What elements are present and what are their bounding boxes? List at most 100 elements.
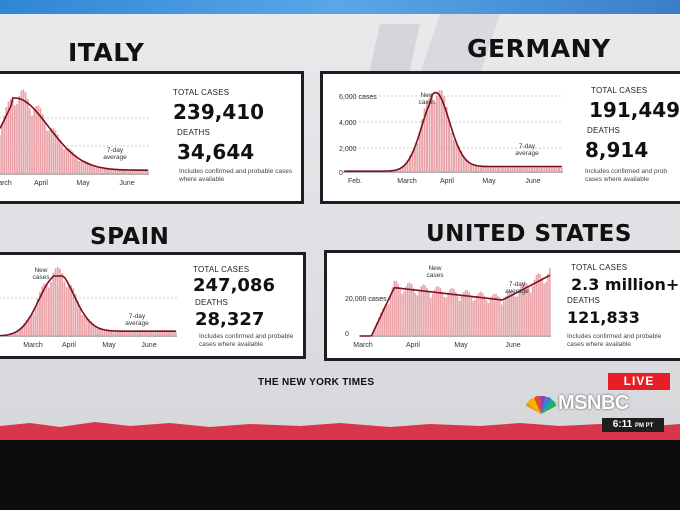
case-bar	[134, 169, 136, 174]
case-bar	[156, 330, 159, 336]
case-bar	[50, 128, 53, 174]
case-bar	[70, 285, 72, 336]
case-bar	[95, 167, 98, 174]
case-bar	[522, 282, 524, 336]
month-tick-label: April	[406, 342, 420, 349]
case-bar	[23, 322, 26, 336]
case-bar	[16, 104, 18, 174]
case-bar	[89, 163, 91, 174]
case-bar	[152, 330, 155, 336]
case-bar	[549, 268, 551, 336]
case-bar	[516, 296, 518, 336]
spain-note: Includes confirmed and probable cases wh…	[199, 333, 294, 348]
case-bar	[464, 290, 467, 336]
month-tick-label: May	[76, 180, 90, 187]
case-bar	[82, 160, 85, 174]
case-bar	[119, 169, 121, 174]
month-tick-label: May	[102, 342, 116, 349]
case-bar	[514, 296, 517, 336]
case-bar	[387, 303, 390, 336]
case-bar	[71, 151, 74, 174]
case-bar	[521, 166, 524, 172]
case-bar	[163, 331, 166, 336]
case-bar	[431, 293, 434, 336]
case-bar	[3, 115, 5, 174]
case-bar	[154, 330, 157, 336]
case-bar	[37, 105, 40, 174]
case-bar	[455, 142, 458, 172]
case-bar	[445, 297, 447, 336]
case-bar	[372, 332, 374, 336]
case-bar	[110, 330, 113, 336]
case-bar	[138, 169, 140, 174]
case-bar	[18, 95, 20, 174]
case-bar	[485, 300, 488, 336]
case-bar	[470, 295, 472, 336]
case-bar	[465, 159, 468, 172]
case-bar	[32, 313, 35, 336]
case-bar	[378, 317, 380, 336]
case-bar	[129, 169, 132, 174]
month-tick-label: June	[141, 342, 156, 349]
case-bar	[492, 166, 495, 172]
case-bar	[63, 281, 66, 336]
case-bar	[547, 274, 549, 336]
case-bar	[543, 167, 546, 172]
case-bar	[41, 286, 44, 336]
case-bar	[14, 105, 16, 174]
case-bar	[112, 331, 115, 336]
case-bar	[506, 167, 509, 172]
case-bar	[86, 161, 89, 174]
case-bar	[456, 296, 459, 336]
spain-total-cases-label: TOTAL CASES	[193, 265, 250, 274]
case-bar	[56, 267, 59, 336]
case-bar	[414, 293, 417, 336]
case-bar	[499, 299, 501, 336]
month-tick-label: April	[440, 178, 454, 185]
case-bar	[83, 316, 86, 336]
case-bar	[76, 300, 79, 336]
spain-panel: March April May June New cases 7-day average TO…	[0, 252, 306, 359]
case-bar	[487, 302, 490, 336]
italy-total-cases: 239,410	[173, 100, 265, 124]
case-bar	[401, 166, 404, 172]
case-bar	[545, 166, 548, 172]
case-bar	[380, 312, 382, 336]
case-bar	[431, 95, 433, 172]
case-bar	[159, 330, 161, 336]
case-bar	[343, 171, 345, 172]
case-bar	[512, 292, 515, 336]
case-bar	[374, 328, 376, 336]
case-bar	[93, 166, 95, 174]
case-bar	[52, 128, 55, 174]
month-tick-label: April	[62, 342, 76, 349]
case-bar	[61, 145, 63, 174]
case-bar	[421, 119, 424, 172]
y-tick-label: 0	[339, 170, 343, 177]
case-bar	[80, 160, 83, 174]
case-bar	[72, 288, 75, 336]
case-bar	[418, 290, 421, 336]
case-bar	[433, 289, 436, 336]
case-bar	[494, 165, 497, 172]
case-bar	[54, 268, 57, 336]
y-tick-label: 6,000 cases	[339, 94, 377, 101]
spain-title: SPAIN	[90, 224, 170, 250]
case-bar	[537, 273, 540, 336]
case-bar	[433, 103, 436, 172]
case-bar	[132, 331, 135, 336]
case-bar	[19, 328, 21, 336]
case-bar	[108, 329, 110, 336]
case-bar	[528, 166, 531, 172]
average-annotation: 7-day	[509, 281, 526, 288]
case-bar	[161, 331, 164, 336]
clock-suffix: PM PT	[634, 423, 654, 429]
case-bar	[146, 169, 149, 174]
average-annotation: average	[505, 288, 529, 295]
case-bar	[545, 282, 547, 336]
case-bar	[1, 125, 3, 174]
case-bar	[462, 292, 465, 336]
case-bar	[435, 95, 438, 172]
case-bar	[484, 166, 487, 172]
case-bar	[536, 165, 539, 172]
